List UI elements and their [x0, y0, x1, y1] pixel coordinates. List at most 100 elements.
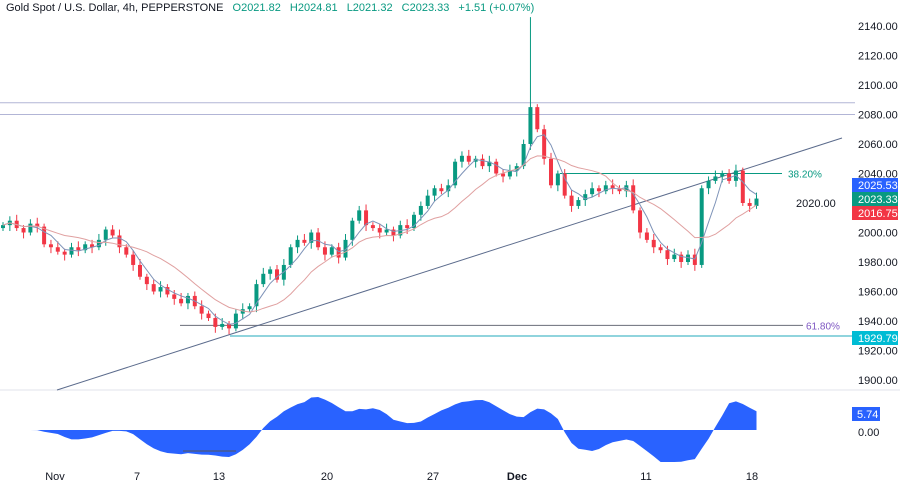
ma-slow-price-tag: 2016.75: [858, 208, 898, 220]
candle-body: [740, 170, 745, 203]
y-tick-label: 1900.00: [858, 375, 898, 387]
candle-body: [466, 155, 471, 162]
candle-body: [754, 198, 759, 206]
candle-body: [590, 188, 595, 195]
candle-body: [679, 254, 684, 262]
candle-body: [329, 247, 334, 255]
candle-body: [275, 269, 279, 280]
candle-body: [370, 225, 375, 229]
slow-moving-average: [2, 155, 757, 313]
ma-fast-price-tag-bg: [852, 178, 898, 192]
y-tick-label: 2120.00: [858, 51, 898, 63]
support-price-tag: 1929.79: [858, 333, 898, 345]
candle-body: [624, 185, 629, 192]
candle-body: [83, 244, 88, 251]
candle-body: [384, 229, 389, 233]
candle-body: [576, 200, 581, 206]
candle-body: [494, 161, 499, 174]
candle-body: [96, 239, 101, 248]
ohlc-low: L2021.32: [346, 2, 393, 14]
candle-body: [507, 170, 512, 177]
x-tick-label: 20: [321, 471, 333, 483]
candle-body: [213, 318, 218, 327]
candle-body: [1, 225, 5, 229]
candle-body: [76, 247, 81, 251]
candle-body: [562, 173, 567, 196]
x-tick-label: 11: [640, 471, 651, 483]
candle-body: [377, 228, 382, 233]
candle-body: [514, 166, 519, 171]
candle-body: [110, 229, 115, 236]
symbol-title: Gold Spot / U.S. Dollar, 4h, PEPPERSTONE: [6, 2, 224, 14]
candle-body: [309, 232, 314, 243]
candle-body: [528, 107, 533, 144]
ma-slow-price-tag-bg: [852, 206, 898, 220]
candle-body: [172, 294, 177, 299]
x-tick-label: 18: [746, 471, 758, 483]
y-tick-label: 1980.00: [858, 257, 898, 269]
x-tick-label: 7: [134, 471, 140, 483]
y-tick-label: 2080.00: [858, 110, 898, 122]
candle-body: [521, 144, 526, 167]
last-price-tag: 2023.33: [858, 194, 898, 206]
chart-legend: Gold Spot / U.S. Dollar, 4h, PEPPERSTONE…: [6, 2, 534, 14]
x-tick-label: 13: [213, 471, 225, 483]
candle-body: [69, 247, 74, 255]
candle-body: [350, 220, 355, 240]
x-tick-label: Nov: [45, 471, 65, 483]
candle-body: [90, 244, 95, 248]
candle-body: [288, 247, 293, 265]
candle-body: [617, 188, 622, 192]
y-tick-label: 1960.00: [858, 287, 898, 299]
ohlc-high: H2024.81: [289, 2, 338, 14]
candle-body: [583, 194, 588, 201]
candle-body: [747, 203, 752, 206]
candle-body: [247, 306, 252, 310]
y-tick-label: 2040.00: [858, 169, 898, 181]
candle-body: [651, 239, 656, 248]
candle-body: [727, 173, 732, 181]
candle-body: [268, 269, 273, 274]
candle-body: [179, 298, 184, 304]
candle-body: [261, 273, 266, 285]
candle-body: [692, 254, 697, 265]
ohlc-close: C2023.33: [401, 2, 450, 14]
candle-body: [151, 284, 156, 292]
candle-body: [658, 247, 663, 251]
candle-body: [610, 185, 615, 189]
candle-body: [165, 287, 170, 295]
candle-body: [357, 210, 362, 221]
oscillator-area: [3, 397, 757, 462]
fib-38-label: 38.20%: [788, 170, 822, 181]
candle-body: [638, 210, 643, 233]
candle-body: [459, 155, 464, 162]
candle-body: [446, 185, 451, 192]
x-tick-label: 27: [427, 471, 439, 483]
candle-body: [220, 323, 225, 327]
candle-body: [473, 158, 478, 162]
candle-body: [42, 226, 47, 245]
candle-body: [487, 161, 492, 167]
candle-body: [501, 173, 506, 177]
candle-body: [336, 247, 341, 258]
candle-body: [549, 158, 553, 186]
oscillator-value-tag: 5.74: [857, 409, 878, 421]
candle-body: [713, 176, 718, 181]
candle-body: [62, 251, 67, 255]
candle-body: [131, 254, 136, 265]
candle-body: [124, 247, 129, 255]
candle-body: [412, 214, 416, 229]
candle-body: [158, 287, 163, 292]
candle-body: [322, 247, 327, 255]
candle-body: [295, 239, 300, 248]
candle-body: [720, 173, 725, 177]
candle-body: [391, 229, 396, 236]
y-tick-label: 1920.00: [858, 346, 898, 358]
ohlc-open: O2021.82: [232, 2, 281, 14]
y-tick-label: 2100.00: [858, 80, 898, 92]
candle-body: [644, 232, 649, 240]
candle-body: [631, 185, 636, 211]
candle-body: [672, 254, 677, 260]
y-tick-label: 1940.00: [858, 316, 898, 328]
